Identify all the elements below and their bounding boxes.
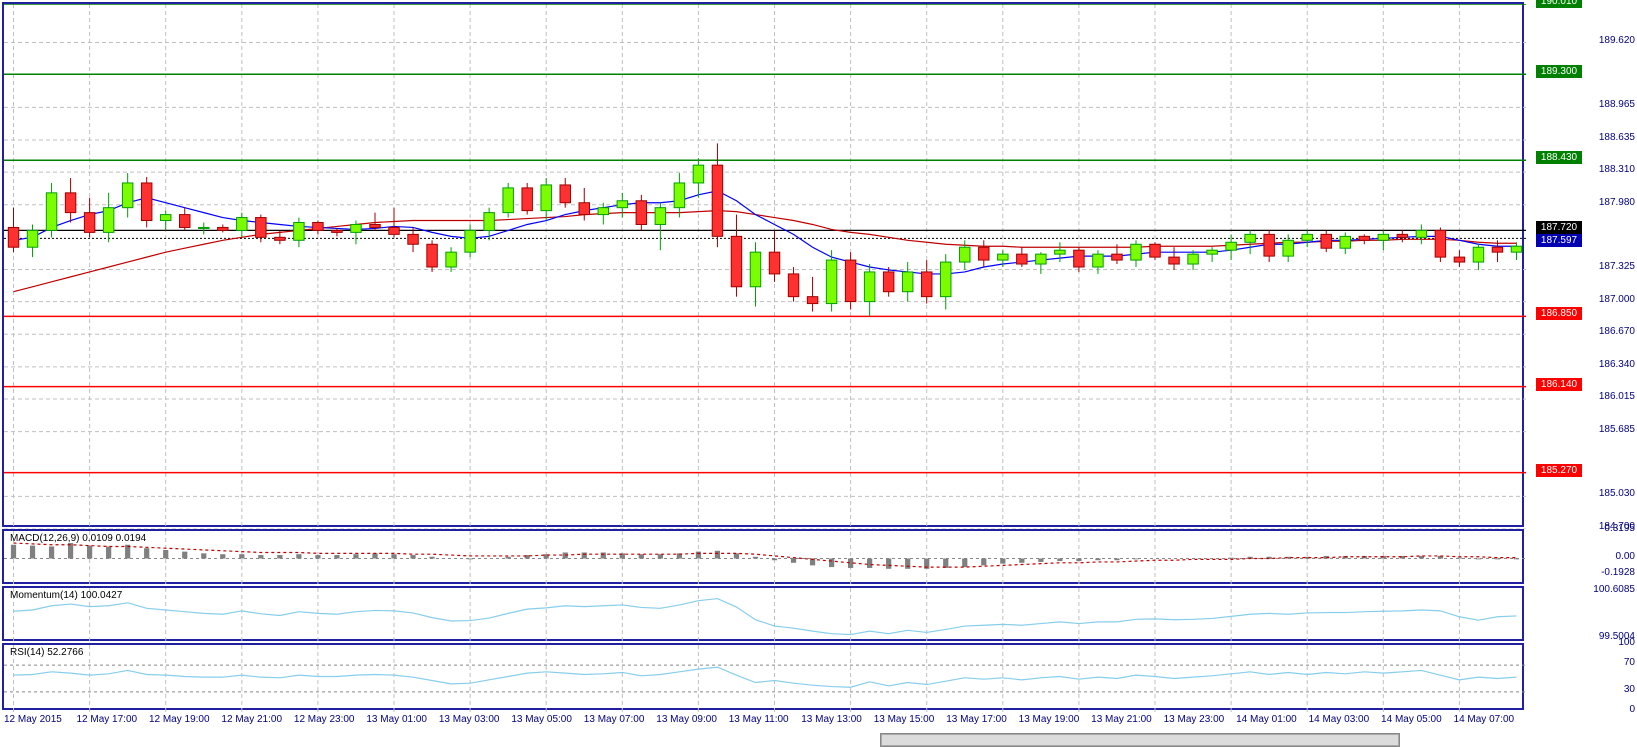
x-tick-label: 12 May 21:00: [221, 714, 282, 745]
x-tick-label: 12 May 19:00: [149, 714, 210, 745]
y-tick-label: 188.310: [1587, 164, 1635, 175]
x-tick-label: 12 May 23:00: [294, 714, 355, 745]
price-chart-svg[interactable]: [4, 4, 1526, 529]
y-tick-label: 185.685: [1587, 424, 1635, 435]
price-level-tag: 187.597: [1536, 234, 1582, 247]
price-chart-panel[interactable]: [2, 2, 1524, 527]
rsi-label: RSI(14) 52.2766: [10, 647, 83, 658]
macd-panel[interactable]: MACD(12,26,9) 0.0109 0.0194: [2, 529, 1524, 584]
x-tick-label: 12 May 2015: [4, 714, 62, 745]
y-tick-label: 189.620: [1587, 35, 1635, 46]
y-tick-label: 188.635: [1587, 132, 1635, 143]
rsi-y-tick: 70: [1587, 657, 1635, 668]
momentum-svg[interactable]: [4, 588, 1526, 643]
rsi-y-tick: 100: [1587, 637, 1635, 648]
price-level-tag: 189.300: [1536, 65, 1582, 78]
trading-chart-container: MACD(12,26,9) 0.0109 0.0194 Momentum(14)…: [0, 0, 1637, 747]
macd-label: MACD(12,26,9) 0.0109 0.0194: [10, 533, 146, 544]
y-tick-label: 187.000: [1587, 294, 1635, 305]
y-tick-label: 185.030: [1587, 488, 1635, 499]
y-tick-label: 187.325: [1587, 261, 1635, 272]
macd-svg[interactable]: [4, 531, 1526, 586]
macd-y-tick: -0.1928: [1587, 567, 1635, 578]
chart-horizontal-scrollbar[interactable]: [880, 733, 1400, 747]
price-level-tag: 186.140: [1536, 378, 1582, 391]
price-level-tag: 186.850: [1536, 307, 1582, 320]
x-tick-label: 13 May 01:00: [366, 714, 427, 745]
x-tick-label: 13 May 03:00: [439, 714, 500, 745]
x-tick-label: 13 May 09:00: [656, 714, 717, 745]
macd-y-tick: 0.3195: [1587, 523, 1635, 534]
price-level-tag: 185.270: [1536, 464, 1582, 477]
momentum-label: Momentum(14) 100.0427: [10, 590, 122, 601]
rsi-y-tick: 30: [1587, 684, 1635, 695]
y-tick-label: 188.965: [1587, 99, 1635, 110]
x-tick-label: 12 May 17:00: [76, 714, 137, 745]
momentum-y-tick: 100.6085: [1587, 584, 1635, 595]
y-tick-label: 186.340: [1587, 359, 1635, 370]
macd-y-tick: 0.00: [1587, 551, 1635, 562]
price-level-tag: 187.720: [1536, 221, 1582, 234]
price-level-tag: 188.430: [1536, 151, 1582, 164]
x-tick-label: 13 May 11:00: [729, 714, 789, 745]
scrollbar-thumb[interactable]: [881, 734, 1399, 746]
rsi-panel[interactable]: RSI(14) 52.2766: [2, 643, 1524, 710]
x-tick-label: 14 May 07:00: [1454, 714, 1515, 745]
price-level-tag: 190.010: [1536, 0, 1582, 8]
y-tick-label: 186.015: [1587, 391, 1635, 402]
x-tick-label: 13 May 05:00: [511, 714, 572, 745]
rsi-y-tick: 0: [1587, 704, 1635, 715]
momentum-panel[interactable]: Momentum(14) 100.0427: [2, 586, 1524, 641]
y-tick-label: 187.980: [1587, 197, 1635, 208]
x-tick-label: 13 May 13:00: [801, 714, 862, 745]
y-tick-label: 186.670: [1587, 326, 1635, 337]
x-tick-label: 13 May 07:00: [584, 714, 645, 745]
rsi-svg[interactable]: [4, 645, 1526, 712]
